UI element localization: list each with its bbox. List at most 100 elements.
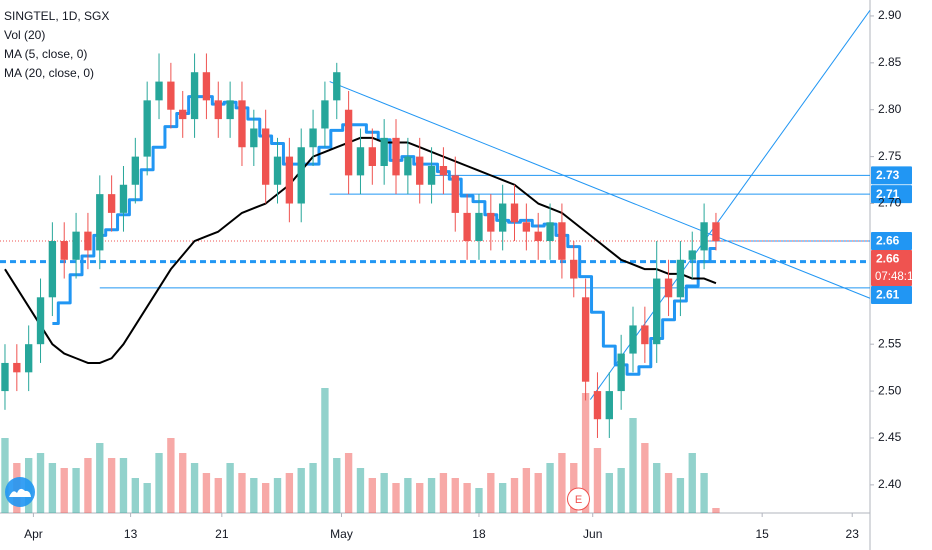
logo[interactable]: [5, 477, 35, 507]
volume-bar: [356, 468, 365, 513]
candle-body: [356, 147, 365, 176]
candle-body: [593, 391, 602, 420]
volume-bar: [593, 448, 602, 513]
candle-body: [13, 362, 21, 373]
volume-legend: Vol (20): [4, 28, 45, 42]
volume-bar: [84, 458, 92, 513]
candles-layer: [1, 53, 720, 438]
volume-bar: [368, 478, 376, 513]
candle-body: [297, 147, 305, 204]
candle-body: [534, 231, 542, 242]
volume-bar: [60, 468, 68, 513]
candle-body: [605, 391, 613, 420]
volume-bar: [546, 463, 554, 513]
volume-bar: [1, 438, 9, 513]
volume-bar: [344, 453, 353, 513]
volume-bar: [712, 508, 720, 513]
price-tag-label: 2.71: [876, 187, 900, 201]
volume-bar: [214, 478, 222, 513]
volume-bar: [605, 473, 613, 513]
y-tick-label: 2.90: [878, 8, 902, 22]
candle-body: [60, 241, 68, 260]
candle-body: [416, 156, 424, 185]
event-label: E: [575, 494, 582, 506]
candle-body: [439, 165, 448, 176]
volume-bar: [558, 453, 566, 513]
candle-body: [498, 203, 507, 232]
volume-bar: [297, 468, 305, 513]
candle-body: [617, 353, 625, 392]
volume-bar: [653, 463, 661, 513]
candle-body: [273, 156, 282, 185]
volume-bar: [475, 488, 483, 513]
candle-body: [214, 100, 222, 120]
volume-bar: [72, 468, 80, 513]
y-tick-label: 2.40: [878, 477, 902, 491]
candle-body: [510, 203, 519, 223]
volume-bar: [309, 463, 317, 513]
candle-body: [119, 184, 128, 213]
volume-bar: [498, 483, 507, 513]
volume-bar: [155, 453, 163, 513]
volume-bar: [96, 443, 104, 513]
logo-icon[interactable]: [9, 488, 31, 497]
volume-bar: [202, 473, 211, 513]
candle-body: [700, 222, 708, 251]
candle-body: [48, 241, 57, 298]
candle-body: [131, 156, 139, 185]
volume-bar: [321, 388, 329, 513]
x-tick-label: Apr: [24, 527, 43, 541]
candle-body: [522, 222, 531, 232]
candle-body: [641, 325, 649, 345]
candle-body: [712, 222, 720, 242]
price-tag: [871, 286, 912, 305]
volume-bar: [226, 463, 234, 513]
volume-bar: [250, 478, 258, 513]
chart-title: SINGTEL, 1D, SGX: [4, 9, 109, 23]
x-tick-label: 21: [215, 527, 229, 541]
price-tag: [871, 250, 912, 287]
candle-body: [629, 325, 637, 354]
volume-bar: [676, 478, 685, 513]
candle-body: [664, 278, 673, 298]
trend-line: [329, 81, 871, 299]
tags-layer: 2.73 2.71 2.66 2.61 2.66 07:48:11: [871, 166, 919, 305]
volume-bar: [416, 483, 424, 513]
volume-bar: [36, 453, 45, 513]
volume-bar: [510, 478, 519, 513]
y-tick-label: 2.75: [878, 149, 902, 163]
volume-bar: [179, 453, 187, 513]
candle-body: [226, 100, 234, 120]
y-tick-label: 2.80: [878, 102, 902, 116]
x-tick-label: May: [330, 527, 353, 541]
price-tag: [871, 166, 912, 185]
volume-bar: [487, 473, 495, 513]
candle-body: [475, 212, 483, 242]
candle-body: [380, 137, 388, 166]
volume-bar: [451, 478, 459, 513]
candle-body: [333, 72, 341, 101]
ma-line: [52, 95, 716, 376]
candle-body: [202, 72, 211, 101]
candle-body: [570, 259, 578, 279]
price-tag: [871, 185, 912, 204]
candle-body: [190, 72, 199, 120]
candle-body: [1, 362, 9, 392]
volume-bar: [190, 463, 199, 513]
price-tag-label: 2.66: [876, 234, 900, 248]
volume-bar: [238, 473, 246, 513]
candle-body: [261, 128, 270, 185]
volume-bar: [392, 483, 400, 513]
candle-body: [143, 100, 151, 157]
volume-bar: [570, 463, 578, 513]
volume-bar: [700, 473, 708, 513]
candle-body: [107, 194, 116, 213]
candle-body: [321, 100, 329, 129]
volume-bar: [333, 458, 341, 513]
countdown-label: 07:48:11: [875, 271, 919, 283]
volume-bar: [107, 458, 116, 513]
volume-bar: [427, 478, 436, 513]
